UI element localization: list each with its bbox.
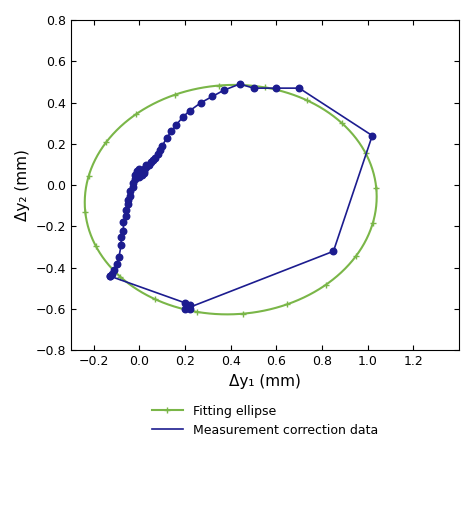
Fitting ellipse [232,82,237,88]
Point [133,169,141,177]
Legend: Fitting ellipse, Measurement correction data: Fitting ellipse, Measurement correction … [147,400,383,442]
Point [127,188,134,196]
Point [127,192,134,200]
Point [172,121,180,129]
Fitting ellipse [85,175,91,181]
Point [115,253,123,262]
Fitting ellipse [374,185,379,191]
Line: Measurement correction data: Measurement correction data [109,84,372,309]
Point [131,175,138,183]
Point [158,142,166,150]
Point [145,160,152,169]
Point [250,84,257,92]
Point [124,196,132,204]
Point [220,86,228,95]
Point [136,169,143,177]
Point [149,156,157,165]
Measurement correction data [123,213,128,219]
Point [236,80,244,88]
Measurement correction data [107,273,112,279]
Measurement correction data [182,306,188,312]
Point [156,146,164,154]
Point [138,169,146,177]
Point [143,162,150,171]
Measurement correction data [173,122,179,128]
Point [122,206,129,214]
Fitting ellipse [283,89,288,95]
Point [209,92,216,101]
Point [136,173,143,181]
Point [129,183,137,191]
Y-axis label: Δy₂ (mm): Δy₂ (mm) [15,149,30,221]
Point [106,272,113,280]
Measurement correction data [130,184,136,190]
Point [181,305,189,313]
Point [329,247,337,256]
Point [140,167,148,175]
Point [140,165,148,173]
Point [140,169,148,177]
Point [179,113,187,121]
Point [106,272,113,280]
Line: Fitting ellipse: Fitting ellipse [82,82,380,317]
Point [119,226,127,235]
Point [368,131,376,140]
Fitting ellipse [111,268,117,274]
Point [124,200,132,208]
Measurement correction data [237,81,243,87]
Point [273,84,280,92]
Point [122,212,129,220]
Point [152,154,159,162]
Fitting ellipse [245,310,250,316]
Point [136,171,143,179]
Point [113,260,120,268]
Point [136,165,143,173]
Fitting ellipse [167,302,173,308]
Fitting ellipse [374,185,379,191]
Point [168,127,175,135]
Point [181,299,189,307]
Point [133,167,141,175]
Point [118,233,125,241]
Point [136,167,143,175]
Fitting ellipse [209,83,215,89]
Point [108,270,116,278]
Point [118,241,125,249]
Point [143,160,150,169]
Point [138,171,146,179]
Point [154,150,162,158]
Measurement correction data [111,267,117,273]
Point [186,107,193,115]
Point [129,179,137,187]
Point [197,99,205,107]
Point [295,84,303,92]
Point [119,218,127,226]
Point [186,301,193,309]
Point [147,158,155,167]
Point [131,171,138,179]
X-axis label: Δy₁ (mm): Δy₁ (mm) [229,374,301,389]
Measurement correction data [141,166,147,172]
Measurement correction data [107,273,112,279]
Point [163,133,171,142]
Point [110,266,118,274]
Measurement correction data [118,234,124,240]
Fitting ellipse [225,311,230,317]
Point [186,305,193,313]
